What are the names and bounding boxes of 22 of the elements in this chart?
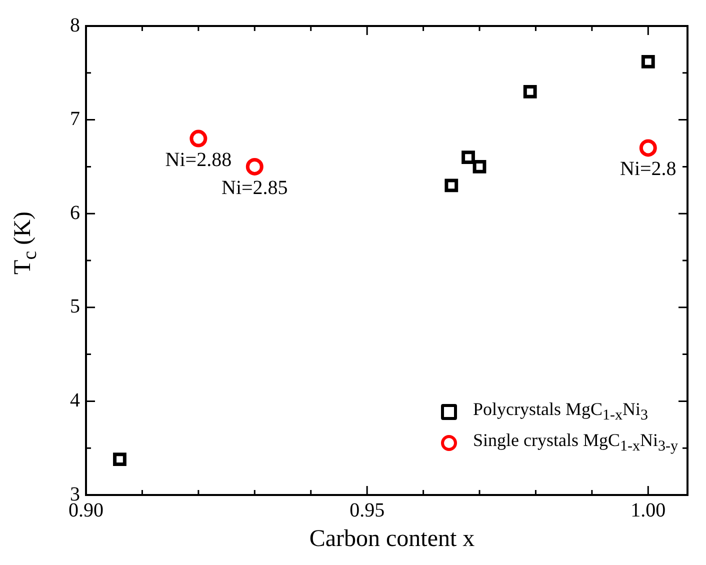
point <box>639 139 657 157</box>
y-tick-label: 6 <box>70 202 80 224</box>
x-tick-label: 0.95 <box>350 499 385 522</box>
y-tick-label: 4 <box>70 389 80 412</box>
point <box>523 84 537 98</box>
x-axis-title: Carbon content x <box>308 526 476 553</box>
y-tick-label: 5 <box>70 296 80 318</box>
annotation: Ni=2.88 <box>165 148 232 171</box>
point <box>190 130 208 148</box>
point <box>462 150 475 164</box>
y-tick-label: 7 <box>70 108 80 130</box>
legend-label: Single crystals MgC$_{1-x}$Ni$_{3-y}$ <box>473 430 678 456</box>
annotation: Ni=2.8 <box>620 158 676 180</box>
annotation: Ni=2.85 <box>222 176 288 199</box>
x-tick-label: 1.00 <box>630 499 666 522</box>
point <box>246 158 264 176</box>
point <box>472 160 486 174</box>
point <box>641 54 655 68</box>
legend-label: Polycrystals MgC$_{1-x}$Ni$_{3}$ <box>473 398 648 424</box>
y-tick-label: 8 <box>70 14 80 36</box>
point <box>113 452 126 466</box>
point <box>444 178 458 192</box>
